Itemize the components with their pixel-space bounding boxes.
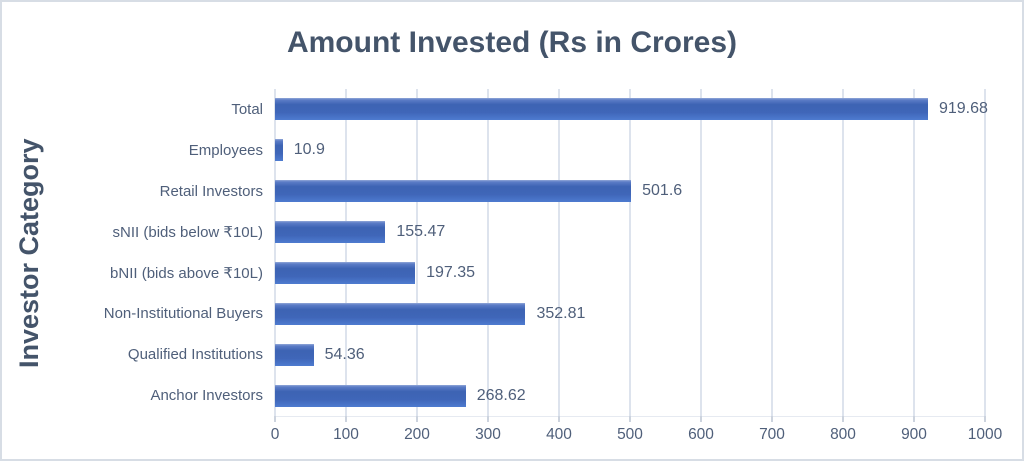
chart-title: Amount Invested (Rs in Crores) — [286, 26, 738, 59]
axis-tick — [700, 416, 702, 422]
category-label: Qualified Institutions — [127, 346, 263, 364]
bar-track: 197.35 — [275, 261, 985, 284]
category-label: Total — [231, 100, 263, 118]
value-label: 197.35 — [426, 263, 476, 281]
bar-row: Employees 10.9 — [10, 130, 1018, 171]
x-tick-label: 900 — [901, 426, 927, 443]
x-tick-label: 1000 — [967, 426, 1003, 443]
category-label: sNII (bids below ₹10L) — [112, 224, 263, 242]
x-tick-label: 300 — [475, 426, 501, 443]
category-label: Employees — [188, 141, 263, 159]
bar-row: Retail Investors 501.6 — [10, 171, 1018, 212]
x-axis: 0 100 200 300 400 500 600 700 800 900 1000 — [271, 416, 1002, 456]
x-tick-label: 500 — [617, 426, 643, 443]
gridline — [842, 89, 844, 416]
axis-tick — [487, 416, 489, 422]
category-label: bNII (bids above ₹10L) — [110, 264, 263, 282]
gridline — [700, 89, 702, 416]
bar-track: 155.47 — [275, 221, 985, 244]
gridline — [771, 89, 773, 416]
bar — [275, 343, 314, 366]
gridline — [984, 89, 986, 416]
plot-area: Total 919.68 Employees 10.9 Retail Inves… — [10, 89, 1018, 417]
axis-tick — [913, 416, 915, 422]
axis-tick — [629, 416, 631, 422]
value-label: 10.9 — [293, 141, 325, 159]
gridline — [629, 89, 631, 416]
x-tick-label: 400 — [546, 426, 572, 443]
value-label: 155.47 — [396, 223, 446, 241]
bar-rows: Total 919.68 Employees 10.9 Retail Inves… — [10, 89, 1018, 416]
x-tick-label: 700 — [759, 426, 785, 443]
category-label: Retail Investors — [159, 182, 263, 200]
value-label: 54.36 — [324, 345, 365, 363]
gridline — [913, 89, 915, 416]
bar — [275, 221, 386, 244]
bar-row: sNII (bids below ₹10L) 155.47 — [10, 212, 1018, 253]
bar-row: Non-Institutional Buyers 352.81 — [10, 293, 1018, 334]
bar-track: 352.81 — [275, 302, 985, 325]
bar-row: Total 919.68 — [10, 89, 1018, 130]
axis-tick — [984, 416, 986, 422]
gridline — [487, 89, 489, 416]
value-label: 352.81 — [536, 304, 586, 322]
bar-row: Anchor Investors 268.62 — [10, 375, 1018, 416]
value-label: 268.62 — [476, 386, 526, 404]
bar — [275, 261, 416, 284]
x-tick-label: 600 — [688, 426, 714, 443]
bar-row: Qualified Institutions 54.36 — [10, 334, 1018, 375]
bar — [275, 139, 283, 162]
bar — [275, 180, 632, 203]
bar-track: 10.9 — [275, 139, 985, 162]
axis-tick — [345, 416, 347, 422]
value-label: 919.68 — [938, 100, 988, 118]
bar-track: 268.62 — [275, 384, 985, 407]
value-label: 501.6 — [642, 182, 683, 200]
axis-tick — [842, 416, 844, 422]
bar — [275, 98, 928, 121]
bar — [275, 302, 526, 325]
gridline — [558, 89, 560, 416]
gridline — [345, 89, 347, 416]
x-tick-label: 100 — [333, 426, 359, 443]
bar — [275, 384, 466, 407]
axis-tick — [274, 416, 276, 422]
bar-track: 919.68 — [275, 98, 988, 121]
category-label: Non-Institutional Buyers — [103, 305, 263, 323]
x-tick-label: 0 — [270, 426, 280, 443]
gridline — [416, 89, 418, 416]
axis-tick — [558, 416, 560, 422]
x-tick-label: 200 — [404, 426, 430, 443]
axis-tick — [416, 416, 418, 422]
category-label: Anchor Investors — [150, 387, 263, 405]
axis-tick — [771, 416, 773, 422]
gridline — [274, 89, 276, 416]
bar-row: bNII (bids above ₹10L) 197.35 — [10, 253, 1018, 294]
bar-track: 54.36 — [275, 343, 985, 366]
x-tick-label: 800 — [830, 426, 856, 443]
bar-track: 501.6 — [275, 180, 985, 203]
